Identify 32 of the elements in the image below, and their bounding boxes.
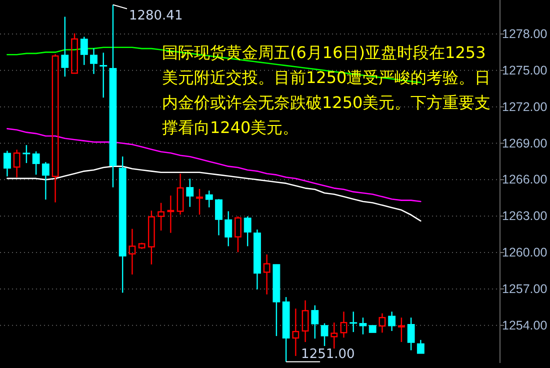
y-tick-label: 1263.00 [502,209,548,224]
candlestick [109,4,117,188]
y-tick-label: 1272.00 [502,100,548,114]
candlestick [42,161,50,200]
y-tick-label: 1257.00 [502,282,548,296]
candlestick [292,308,300,357]
y-tick-label: 1269.00 [502,136,548,150]
candlestick [340,311,348,338]
candlestick [90,48,98,75]
y-tick-label: 1275.00 [502,63,548,78]
candlestick [378,312,386,334]
annotation: 1280.41 [128,8,183,24]
candlestick [263,254,270,296]
candlestick [128,228,136,276]
candlestick [167,194,174,234]
candlestick [176,173,184,216]
y-tick-label: 1278.00 [502,26,548,41]
candlestick [4,150,11,177]
candlestick [118,156,126,294]
y-tick-label: 1260.00 [502,246,548,260]
candlestick [350,311,358,333]
candlestick [388,311,396,332]
annotation: 1251.00 [301,346,355,362]
candlestick [254,228,261,290]
y-tick-label: 1266.00 [502,172,548,187]
candlestick [302,300,309,343]
candlestick [215,199,222,236]
candlestick [330,322,338,350]
candlestick [13,149,20,178]
candlestick [100,52,108,98]
y-tick-label: 1254.00 [502,318,548,332]
line-series [6,166,422,222]
